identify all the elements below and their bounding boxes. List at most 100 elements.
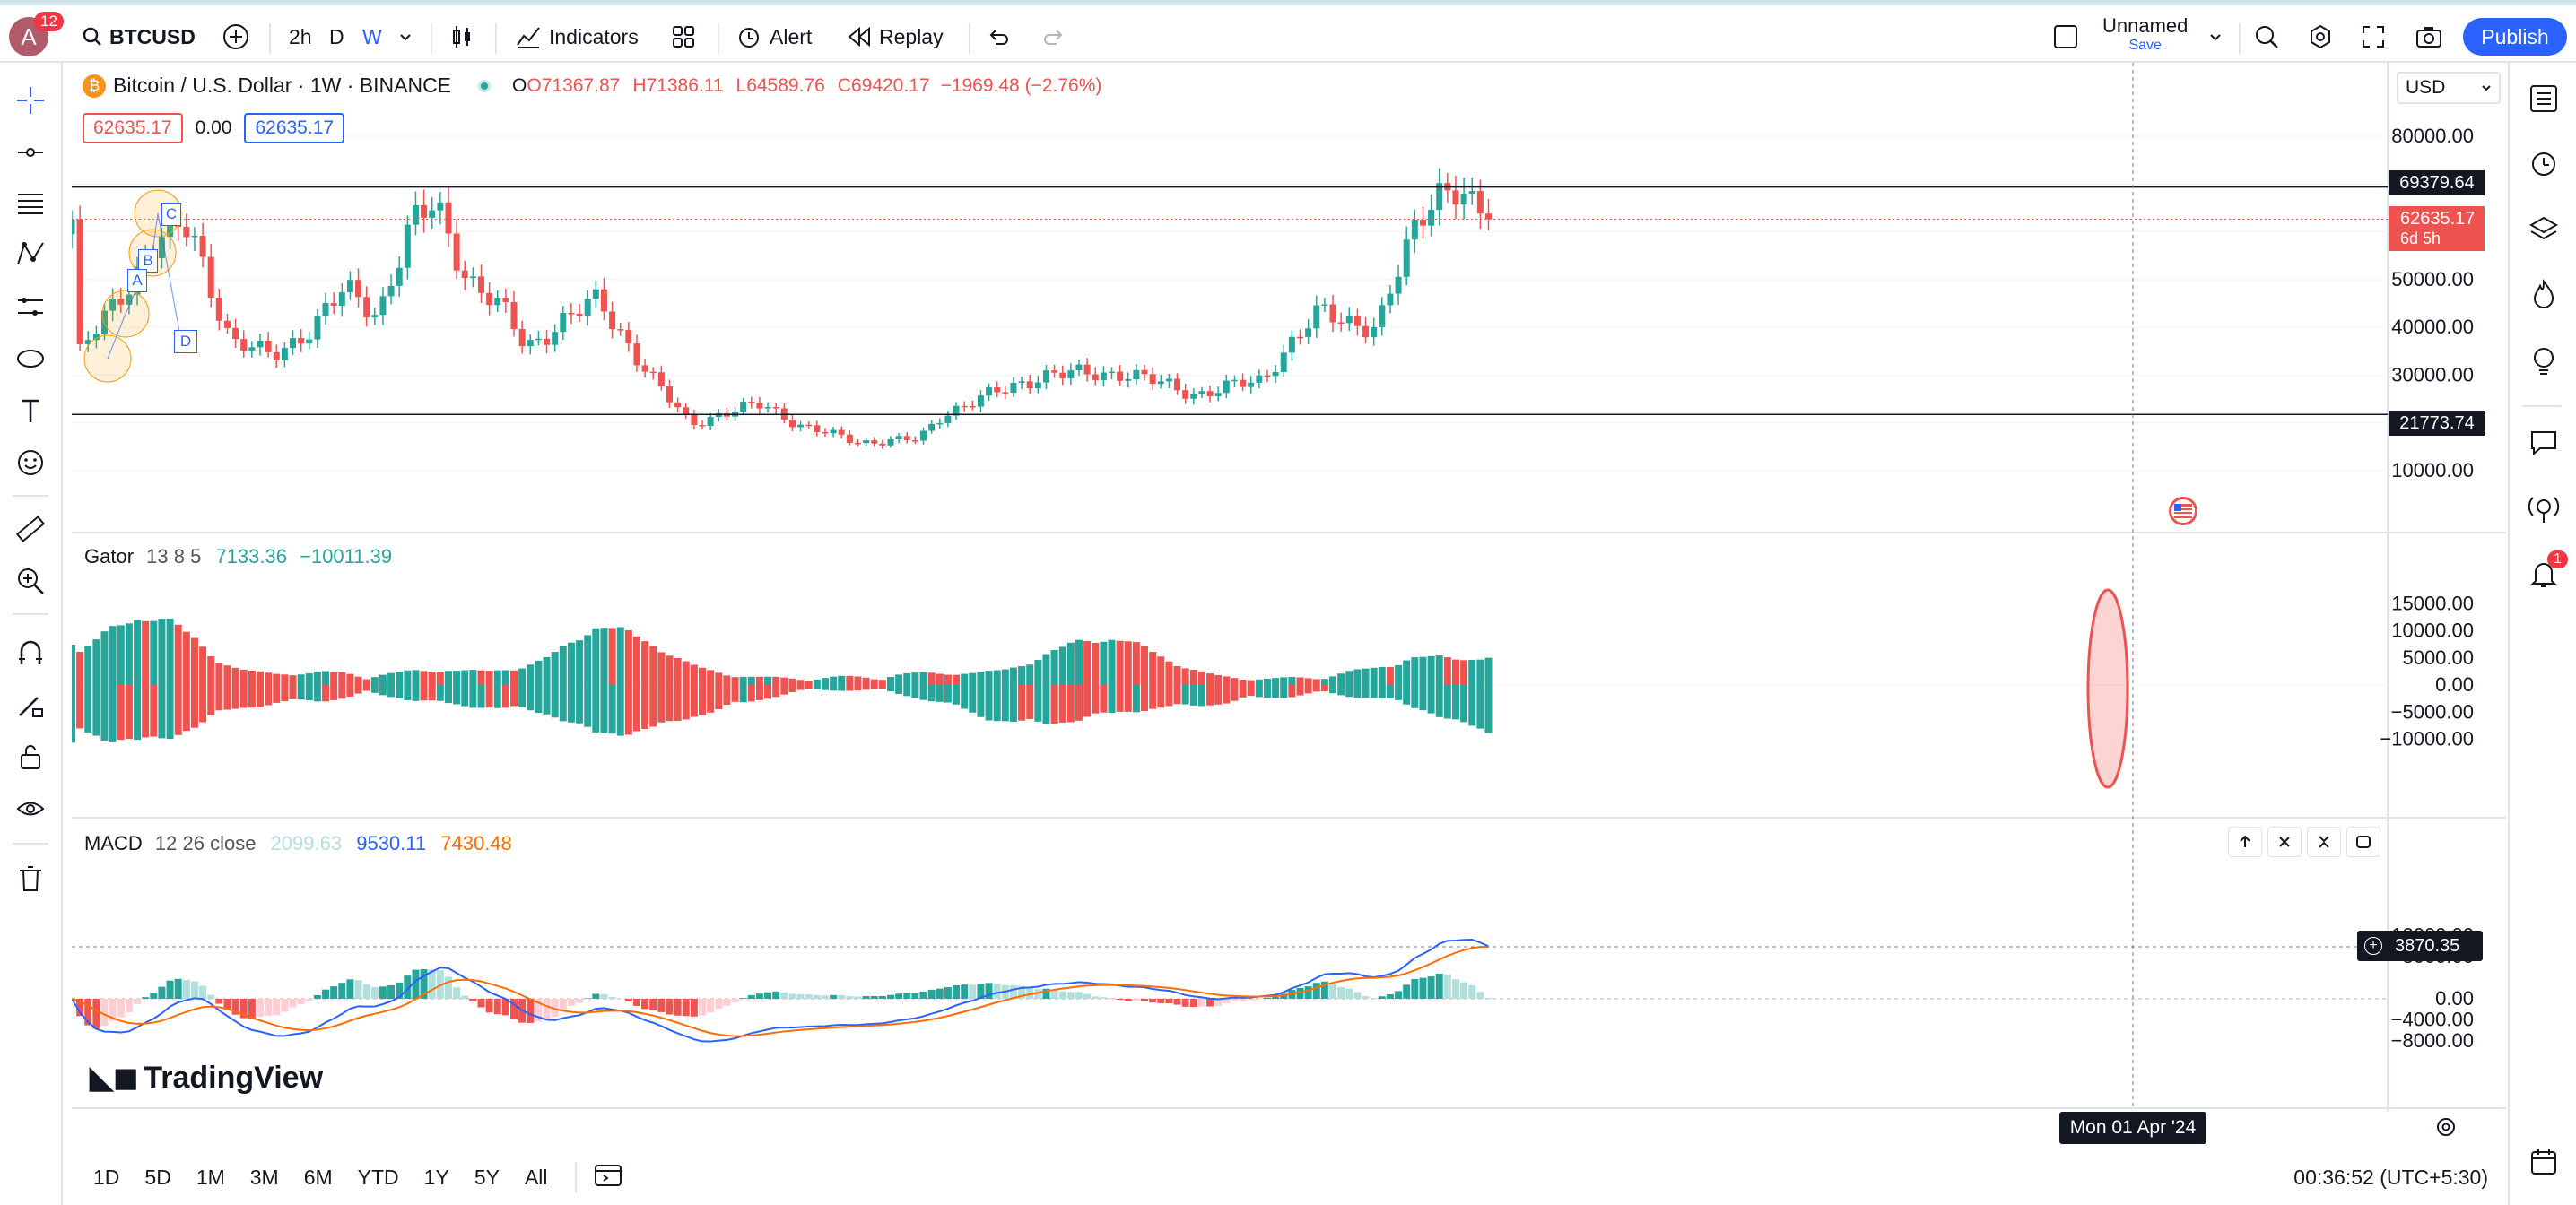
icon-tool[interactable] [13, 445, 48, 481]
interval-label: D [329, 24, 344, 48]
clock[interactable]: 00:36:52 (UTC+5:30) [2293, 1166, 2488, 1190]
streams-button[interactable] [2526, 491, 2562, 527]
range-6m[interactable]: 6M [303, 1165, 333, 1189]
currency-selector[interactable]: USD [2397, 72, 2501, 104]
candle [1329, 304, 1336, 323]
pattern-tool[interactable] [13, 237, 48, 273]
pattern-label-c[interactable]: C [161, 203, 181, 226]
plus-circle-icon[interactable]: + [2364, 937, 2382, 955]
watchlist-toggle[interactable] [2052, 11, 2079, 63]
macd-hist-bar [1214, 999, 1223, 1006]
range-1d[interactable]: 1D [93, 1165, 120, 1189]
gator-bar-upper [527, 664, 535, 685]
magnet-tool[interactable] [13, 635, 48, 671]
gator-bar-upper [1378, 666, 1386, 685]
gator-title[interactable]: Gator [84, 545, 135, 568]
avatar[interactable]: A 12 [9, 12, 64, 56]
trend-line-tool[interactable] [13, 134, 48, 170]
pattern-label-a[interactable]: A [127, 269, 147, 292]
line-price-tag-bottom[interactable]: 21773.74 [2389, 411, 2485, 436]
screenshot-button[interactable] [2415, 11, 2443, 63]
settings-button[interactable] [2307, 11, 2334, 63]
object-tree-button[interactable] [2526, 212, 2562, 247]
gator-bar-lower [1231, 685, 1239, 701]
quick-search-button[interactable] [2253, 11, 2280, 63]
remove-drawings-tool[interactable] [13, 861, 48, 897]
layout-dropdown[interactable] [2208, 11, 2223, 63]
hotlists-button[interactable] [2526, 276, 2562, 312]
interval-dropdown[interactable] [398, 11, 413, 63]
close-pane-button[interactable] [2267, 827, 2302, 857]
gator-bar-lower [1173, 685, 1181, 705]
gator-bar-lower [1288, 685, 1296, 698]
calendar-button[interactable] [2526, 1144, 2562, 1180]
chart-type-button[interactable] [448, 11, 475, 63]
publish-button[interactable]: Publish [2463, 18, 2567, 56]
fullscreen-button[interactable] [2361, 11, 2386, 63]
layout-name[interactable]: Unnamed Save [2102, 14, 2188, 54]
redo-button[interactable] [1042, 11, 1066, 63]
candle [641, 365, 648, 372]
sell-button[interactable]: 62635.17 [83, 113, 183, 143]
candle [494, 298, 501, 306]
crosshair-tool[interactable] [13, 82, 48, 118]
gator-bar-lower [92, 685, 100, 736]
macd-hist-bar [608, 996, 616, 999]
range-5d[interactable]: 5D [144, 1165, 171, 1189]
gator-bar-upper [100, 631, 109, 685]
shapes-tool[interactable] [13, 341, 48, 377]
chart-canvas[interactable]: 80000.0070000.0060000.0050000.0040000.00… [72, 63, 2506, 1112]
alert-button[interactable]: Alert [735, 11, 812, 63]
goto-date-button[interactable] [593, 1161, 623, 1193]
text-tool[interactable] [13, 393, 48, 429]
watchlist-button[interactable] [2526, 81, 2562, 117]
gator-bar-lower [535, 685, 543, 713]
undo-button[interactable] [987, 11, 1010, 63]
gator-bar-upper [830, 676, 838, 685]
prediction-tool[interactable] [13, 289, 48, 325]
drawing-mode-tool[interactable] [13, 687, 48, 723]
move-pane-up-button[interactable] [2228, 827, 2262, 857]
range-3m[interactable]: 3M [249, 1165, 279, 1189]
chats-button[interactable] [2526, 425, 2562, 461]
time-axis-settings[interactable] [2434, 1115, 2458, 1143]
lock-tool[interactable] [13, 739, 48, 775]
alerts-button[interactable] [2526, 145, 2562, 181]
pattern-label-d[interactable]: D [174, 330, 197, 353]
measure-tool[interactable] [13, 511, 48, 547]
range-ytd[interactable]: YTD [357, 1165, 399, 1189]
gator-bar-lower [370, 685, 379, 693]
user-avatar[interactable]: A 12 [9, 11, 64, 63]
candle [1436, 183, 1443, 211]
symbol-search[interactable]: BTCUSD [83, 11, 196, 63]
range-5y[interactable]: 5Y [474, 1165, 500, 1189]
range-all[interactable]: All [524, 1165, 548, 1189]
replay-button[interactable]: Replay [847, 11, 944, 63]
chart-area[interactable]: 80000.0070000.0060000.0050000.0040000.00… [72, 63, 2506, 1112]
tradingview-watermark[interactable]: ◣◼ TradingView [90, 1060, 323, 1096]
symbol-description[interactable]: Bitcoin / U.S. Dollar · 1W · BINANCE [113, 74, 452, 97]
candle [1371, 326, 1378, 338]
buy-button[interactable]: 62635.17 [244, 113, 345, 143]
interval-2h[interactable]: 2h [289, 11, 312, 63]
pattern-label-b[interactable]: B [138, 249, 158, 273]
notifications-button[interactable]: 1 [2526, 550, 2568, 592]
zoom-tool[interactable] [13, 563, 48, 599]
candle [1484, 213, 1492, 220]
fib-tool[interactable] [13, 185, 48, 221]
range-1m[interactable]: 1M [196, 1165, 225, 1189]
visibility-tool[interactable] [13, 791, 48, 827]
ideas-button[interactable] [2526, 342, 2562, 378]
indicators-button[interactable]: Indicators [515, 11, 639, 63]
economic-event-icon[interactable] [2169, 497, 2197, 525]
compare-button[interactable] [222, 11, 249, 63]
maximize-pane-button[interactable] [2346, 827, 2380, 857]
market-status-icon[interactable] [478, 79, 492, 92]
interval-w[interactable]: W [362, 11, 382, 63]
collapse-pane-button[interactable] [2307, 827, 2341, 857]
interval-d[interactable]: D [329, 11, 344, 63]
line-price-tag-top[interactable]: 69379.64 [2389, 170, 2485, 195]
macd-title[interactable]: MACD [84, 832, 143, 854]
templates-button[interactable] [671, 11, 696, 63]
range-1y[interactable]: 1Y [423, 1165, 449, 1189]
